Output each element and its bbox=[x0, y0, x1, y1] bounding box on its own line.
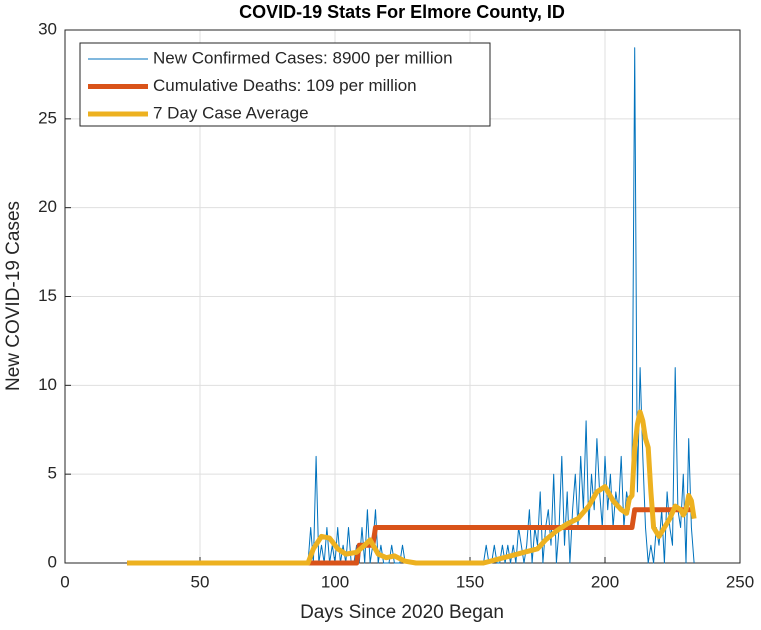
y-tick-label: 30 bbox=[38, 19, 57, 38]
legend-label: Cumulative Deaths: 109 per million bbox=[153, 76, 417, 95]
series-line bbox=[127, 409, 697, 566]
x-axis-label: Days Since 2020 Began bbox=[300, 602, 504, 623]
x-tick-label: 100 bbox=[321, 572, 349, 591]
axes-box bbox=[64, 29, 741, 564]
series-line bbox=[127, 507, 695, 566]
legend-label: 7 Day Case Average bbox=[153, 103, 309, 122]
y-tick-label: 5 bbox=[48, 464, 57, 483]
y-tick-label: 0 bbox=[48, 552, 57, 571]
y-axis-label: New COVID-19 Cases bbox=[3, 201, 24, 391]
y-tick-label: 15 bbox=[38, 286, 57, 305]
y-tick-label: 10 bbox=[38, 375, 57, 394]
x-tick-label: 50 bbox=[191, 572, 210, 591]
x-tick-label: 250 bbox=[726, 572, 754, 591]
legend-box bbox=[79, 42, 491, 127]
x-tick-label: 150 bbox=[456, 572, 484, 591]
x-tick-label: 0 bbox=[60, 572, 69, 591]
chart-title: COVID-19 Stats For Elmore County, ID bbox=[239, 2, 565, 22]
legend-label: New Confirmed Cases: 8900 per million bbox=[153, 48, 453, 67]
x-tick-label: 200 bbox=[591, 572, 619, 591]
y-tick-label: 20 bbox=[38, 197, 57, 216]
y-tick-label: 25 bbox=[38, 108, 57, 127]
